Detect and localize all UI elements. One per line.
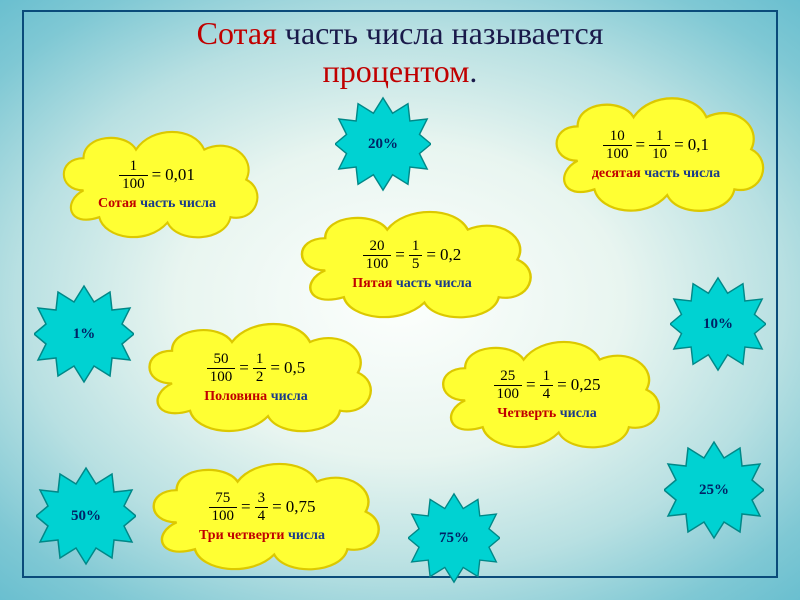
star-label: 10% — [670, 276, 766, 372]
star-75-percent: 75% — [408, 492, 500, 584]
caption-quarter: Четверть числа — [497, 406, 597, 422]
frac-den: 100 — [494, 385, 523, 402]
decimal-value: 0,25 — [571, 375, 601, 395]
equals-sign: = — [526, 375, 536, 395]
caption-tenth: десятая часть числа — [592, 166, 720, 182]
equals-sign: = — [557, 375, 567, 395]
frac-den: 10 — [649, 145, 670, 162]
star-label: 25% — [664, 440, 764, 540]
caption-red: Четверть — [497, 406, 560, 421]
frac-den: 100 — [207, 368, 236, 385]
star-10-percent: 10% — [670, 276, 766, 372]
cloud-quarter: 25100 = 14 = 0,25 Четверть числа — [430, 336, 664, 454]
caption-red: Пятая — [352, 276, 396, 291]
decimal-value: 0,2 — [440, 245, 461, 265]
caption-fifth: Пятая часть числа — [352, 276, 472, 292]
frac-num: 25 — [497, 369, 518, 385]
frac-den: 100 — [603, 145, 632, 162]
decimal-value: 0,1 — [688, 135, 709, 155]
caption-blue: часть числа — [137, 196, 216, 211]
caption-blue: числа — [267, 389, 308, 404]
star-50-percent: 50% — [36, 466, 136, 566]
formula-half: 50100 = 12 = 0,5 — [207, 352, 305, 385]
frac-num: 3 — [255, 491, 269, 507]
caption-red: Три четверти — [199, 528, 288, 543]
equals-sign: = — [241, 497, 251, 517]
equals-sign: = — [395, 245, 405, 265]
caption-half: Половина числа — [204, 389, 307, 405]
caption-three-quarters: Три четверти числа — [199, 528, 325, 544]
caption-blue: числа — [288, 528, 325, 543]
frac-den: 100 — [209, 507, 238, 524]
frac-num: 1 — [409, 239, 423, 255]
frac-num: 50 — [211, 352, 232, 368]
cloud-tenth: 10100 = 110 = 0,1 десятая часть числа — [544, 92, 768, 218]
frac-den: 4 — [540, 385, 554, 402]
frac-num: 10 — [607, 129, 628, 145]
cloud-three-quarters: 75100 = 34 = 0,75 Три четверти числа — [140, 458, 384, 576]
page-title: Сотая часть числа называется процентом. — [0, 14, 800, 91]
star-25-percent: 25% — [664, 440, 764, 540]
cloud-fifth: 20100 = 15 = 0,2 Пятая часть числа — [288, 206, 536, 324]
caption-red: десятая — [592, 166, 641, 181]
formula-quarter: 25100 = 14 = 0,25 — [494, 369, 601, 402]
frac-num: 20 — [367, 239, 388, 255]
caption-blue: часть числа — [396, 276, 472, 291]
frac-num: 1 — [653, 129, 667, 145]
frac-num: 1 — [253, 352, 267, 368]
frac-num: 1 — [540, 369, 554, 385]
title-word-3: процентом — [323, 53, 470, 89]
title-dot: . — [469, 53, 477, 89]
equals-sign: = — [636, 135, 646, 155]
frac-den: 100 — [119, 175, 148, 192]
title-word-2: часть числа называется — [277, 15, 604, 51]
equals-sign: = — [239, 358, 249, 378]
formula-fifth: 20100 = 15 = 0,2 — [363, 239, 461, 272]
frac-den: 4 — [255, 507, 269, 524]
equals-sign: = — [426, 245, 436, 265]
equals-sign: = — [674, 135, 684, 155]
star-label: 20% — [335, 96, 431, 192]
frac-den: 5 — [409, 255, 423, 272]
star-label: 50% — [36, 466, 136, 566]
formula-hundredth: 1100 = 0,01 — [119, 159, 195, 192]
frac-num: 1 — [127, 159, 141, 175]
caption-hundredth: Сотая часть числа — [98, 196, 216, 212]
caption-red: Сотая — [98, 196, 137, 211]
title-word-1: Сотая — [197, 15, 277, 51]
equals-sign: = — [270, 358, 280, 378]
decimal-value: 0,5 — [284, 358, 305, 378]
frac-num: 75 — [212, 491, 233, 507]
formula-tenth: 10100 = 110 = 0,1 — [603, 129, 709, 162]
caption-blue: числа — [560, 406, 597, 421]
formula-three-quarters: 75100 = 34 = 0,75 — [209, 491, 316, 524]
equals-sign: = — [272, 497, 282, 517]
frac-den: 2 — [253, 368, 267, 385]
star-20-percent: 20% — [335, 96, 431, 192]
caption-red: Половина — [204, 389, 267, 404]
caption-blue: часть числа — [641, 166, 720, 181]
decimal-value: 0,75 — [286, 497, 316, 517]
equals-sign: = — [152, 165, 162, 185]
cloud-half: 50100 = 12 = 0,5 Половина числа — [136, 318, 376, 438]
star-1-percent: 1% — [34, 284, 134, 384]
star-label: 75% — [408, 492, 500, 584]
frac-den: 100 — [363, 255, 392, 272]
star-label: 1% — [34, 284, 134, 384]
decimal-value: 0,01 — [165, 165, 195, 185]
cloud-hundredth: 1100 = 0,01 Сотая часть числа — [52, 126, 262, 244]
